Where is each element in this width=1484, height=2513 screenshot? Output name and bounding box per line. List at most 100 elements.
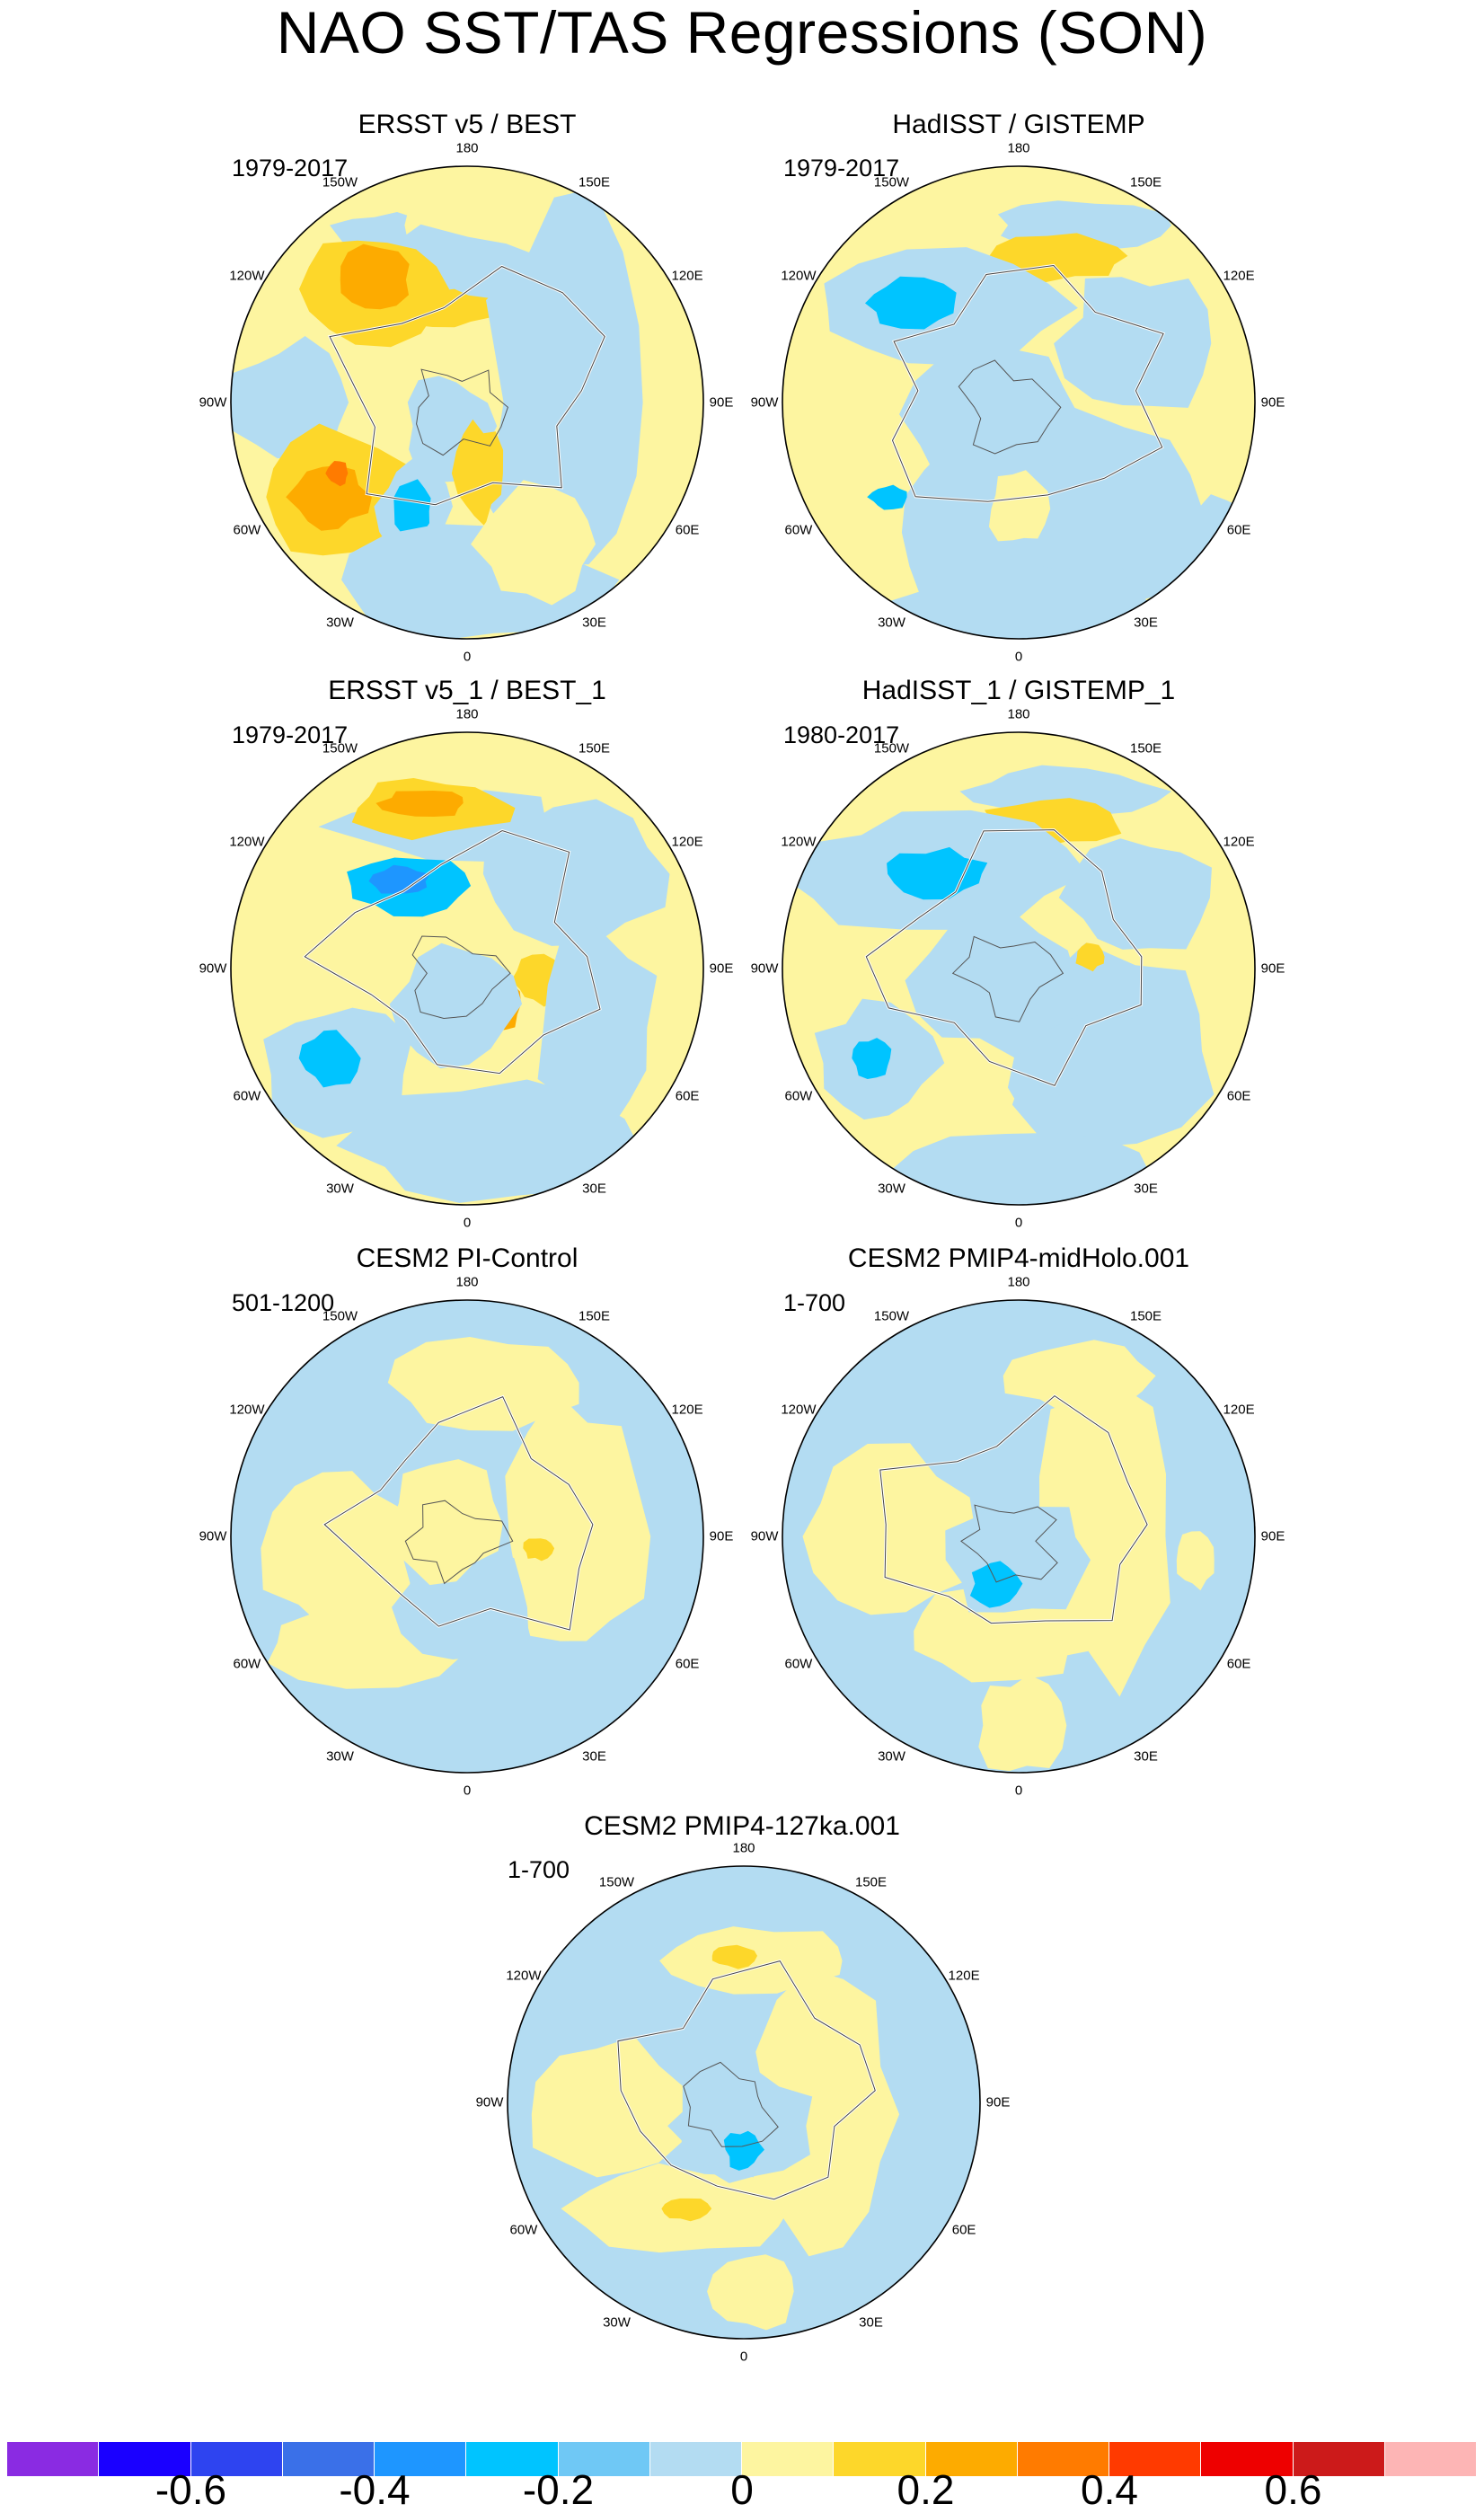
contour-region — [471, 480, 596, 606]
longitude-label: 60E — [1226, 522, 1251, 537]
contour-region — [340, 243, 410, 310]
longitude-label: 60W — [509, 2222, 538, 2237]
contour-region — [1176, 1531, 1215, 1591]
period-label: 1980-2017 — [783, 721, 900, 748]
longitude-label: 120E — [948, 1968, 980, 1983]
colorbar-segment — [190, 2442, 283, 2476]
contour-region — [389, 942, 523, 1069]
longitude-label: 180 — [455, 140, 479, 156]
longitude-label: 150E — [1129, 1308, 1162, 1324]
contour-region — [368, 864, 430, 894]
colorbar-segment — [925, 2442, 1018, 2476]
contour-region — [336, 1079, 639, 1203]
map-field — [782, 166, 1255, 639]
panel-title: CESM2 PMIP4-127ka.001 — [584, 1811, 900, 1841]
longitude-label: 150E — [578, 174, 611, 190]
colorbar-tick-label: 0 — [730, 2466, 754, 2513]
longitude-label: 180 — [455, 1274, 479, 1290]
coastline — [416, 368, 508, 456]
longitude-label: 60E — [675, 1656, 700, 1671]
longitude-label: 30E — [1134, 1748, 1158, 1765]
contour-region — [865, 276, 957, 330]
longitude-label: 90E — [709, 960, 734, 977]
longitude-label: 90W — [750, 1528, 779, 1544]
longitude-label: 30W — [326, 1748, 354, 1765]
colorbar-segment — [375, 2442, 467, 2476]
longitude-label: 60W — [233, 522, 261, 537]
longitude-label: 150W — [873, 740, 910, 757]
contour-region — [244, 865, 314, 1021]
map-field — [782, 732, 1255, 1205]
longitude-label: 30W — [878, 615, 905, 631]
longitude-label: 90E — [1260, 960, 1285, 977]
longitude-label: 0 — [739, 2349, 748, 2365]
contour-region — [261, 1471, 412, 1627]
period-label: 1979-2017 — [232, 155, 349, 181]
contour-region — [892, 1132, 1153, 1205]
longitude-label: 150E — [854, 1874, 888, 1890]
longitude-label: 30W — [326, 1181, 354, 1197]
colorbar-segment — [1384, 2442, 1477, 2476]
longitude-label: 30E — [582, 615, 606, 631]
longitude-label: 0 — [463, 1215, 472, 1231]
colorbar — [7, 2442, 1477, 2476]
contour-region — [391, 1459, 503, 1586]
coastline — [958, 359, 1062, 455]
longitude-label: 90W — [475, 2094, 504, 2110]
longitude-label: 30W — [326, 615, 354, 631]
contour-region — [969, 1561, 1023, 1608]
coastline — [879, 1394, 1148, 1624]
longitude-label: 30E — [859, 2314, 883, 2331]
colorbar-tick-label: -0.2 — [522, 2466, 595, 2513]
longitude-label: 30E — [582, 1748, 606, 1765]
contour-region — [956, 1049, 1015, 1147]
contour-region — [661, 2198, 712, 2222]
longitude-label: 60W — [784, 1656, 813, 1671]
contour-region — [988, 470, 1051, 542]
contour-region — [486, 188, 643, 565]
longitude-label: 0 — [1014, 1215, 1023, 1231]
colorbar-segment — [1109, 2442, 1202, 2476]
contour-region — [667, 2066, 813, 2183]
longitude-label: 60E — [1226, 1088, 1251, 1103]
contour-region — [887, 846, 988, 900]
map-border — [782, 731, 1256, 1206]
longitude-label: 150E — [578, 740, 611, 757]
colorbar-segment — [1201, 2442, 1294, 2476]
coastline — [951, 935, 1064, 1022]
contour-region — [325, 461, 349, 487]
colorbar-segment — [99, 2442, 191, 2476]
longitude-label: 90E — [709, 1528, 734, 1544]
longitude-label: 120E — [1223, 834, 1255, 849]
panel-title: ERSST v5_1 / BEST_1 — [328, 676, 606, 705]
colorbar-segment — [282, 2442, 375, 2476]
longitude-label: 60W — [784, 1088, 813, 1103]
panel-title: CESM2 PI-Control — [356, 1243, 579, 1273]
colorbar-tick-label: 0.4 — [1081, 2466, 1138, 2513]
contour-region — [482, 799, 670, 946]
period-label: 1979-2017 — [232, 721, 349, 748]
contour-region — [537, 915, 658, 1146]
contour-region — [523, 1538, 555, 1562]
contour-region — [959, 765, 1172, 816]
colorbar-segment — [7, 2442, 100, 2476]
coastline — [404, 1500, 514, 1585]
longitude-label: 120E — [671, 834, 703, 849]
map-field — [231, 732, 703, 1205]
contour-region — [753, 1968, 900, 2257]
colorbar-tick-label: 0.2 — [897, 2466, 955, 2513]
map-border — [782, 165, 1256, 640]
map-field — [231, 1300, 703, 1773]
longitude-label: 120E — [1223, 268, 1255, 283]
contour-region — [298, 1030, 361, 1088]
period-label: 1-700 — [508, 1856, 570, 1883]
longitude-label: 180 — [732, 1840, 755, 1856]
longitude-label: 60W — [233, 1088, 261, 1103]
longitude-label: 60E — [1226, 1656, 1251, 1671]
coastline — [683, 2061, 779, 2147]
map-border — [230, 165, 704, 640]
map-border — [230, 731, 704, 1206]
colorbar-ticks: -0.6 -0.4 -0.2 0 0.2 0.4 0.6 — [0, 2469, 1484, 2510]
panel-title: HadISST / GISTEMP — [892, 110, 1145, 139]
